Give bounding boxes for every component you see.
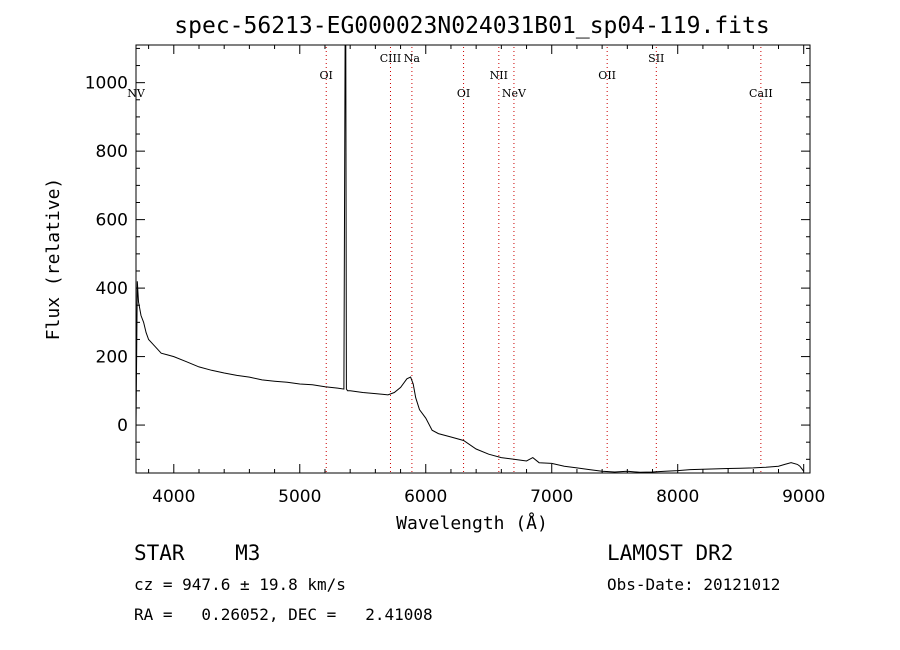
spectrum-line bbox=[135, 44, 805, 473]
x-tick-label-1: 5000 bbox=[278, 487, 321, 507]
line-label-7: OII bbox=[598, 69, 616, 82]
line-label-1: OI bbox=[320, 69, 333, 82]
x-tick-label-5: 9000 bbox=[782, 487, 825, 507]
x-tick-label-4: 8000 bbox=[656, 487, 699, 507]
line-label-6: NeV bbox=[502, 87, 527, 100]
y-tick-label-1: 200 bbox=[96, 348, 128, 368]
line-label-4: OI bbox=[457, 87, 470, 100]
x-tick-label-3: 7000 bbox=[530, 487, 573, 507]
y-tick-label-0: 0 bbox=[117, 416, 128, 436]
redshift-velocity: cz = 947.6 ± 19.8 km/s bbox=[134, 575, 346, 594]
y-tick-label-4: 800 bbox=[96, 142, 128, 162]
x-tick-label-2: 6000 bbox=[404, 487, 447, 507]
y-axis-label: Flux (relative) bbox=[43, 178, 64, 341]
line-label-5: NII bbox=[490, 69, 508, 82]
line-label-0: NV bbox=[127, 87, 146, 100]
line-label-9: CaII bbox=[749, 87, 773, 100]
emission-line-markers: NV OI CIII Na OI NII NeV OII SII CaII bbox=[127, 47, 773, 473]
plot-frame bbox=[135, 44, 811, 474]
line-label-3: Na bbox=[404, 52, 421, 65]
x-axis-label: Wavelength (Å) bbox=[396, 512, 548, 534]
line-label-8: SII bbox=[648, 52, 664, 65]
spectrum-chart: spec-56213-EG000023N024031B01_sp04-119.f… bbox=[43, 13, 825, 534]
line-label-2: CIII bbox=[380, 52, 401, 65]
survey-name: LAMOST DR2 bbox=[607, 541, 734, 565]
chart-title: spec-56213-EG000023N024031B01_sp04-119.f… bbox=[174, 13, 769, 39]
y-tick-label-2: 400 bbox=[96, 279, 128, 299]
y-tick-label-3: 600 bbox=[96, 211, 128, 231]
y-tick-label-5: 1000 bbox=[85, 74, 128, 94]
coordinates: RA = 0.26052, DEC = 2.41008 bbox=[134, 605, 433, 624]
x-tick-label-0: 4000 bbox=[152, 487, 195, 507]
axis-ticks: 4000 5000 6000 7000 8000 9000 0 200 400 600 800 100… bbox=[85, 45, 825, 507]
observation-date: Obs-Date: 20121012 bbox=[607, 575, 781, 594]
object-class: STAR M3 bbox=[134, 541, 261, 565]
